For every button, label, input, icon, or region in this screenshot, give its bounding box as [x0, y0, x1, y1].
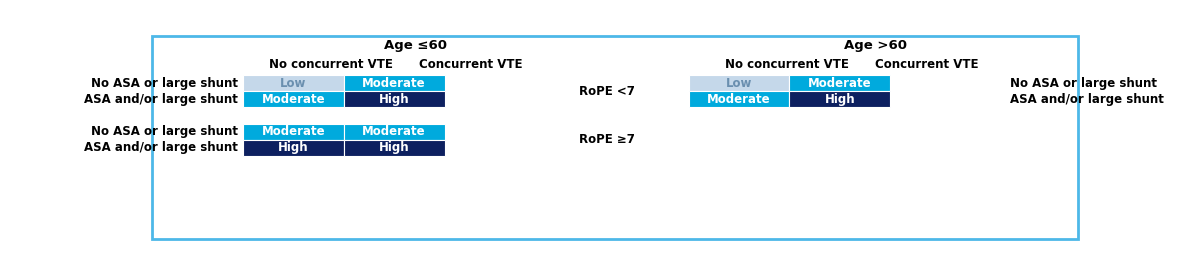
FancyBboxPatch shape — [790, 75, 890, 91]
Text: Concurrent VTE: Concurrent VTE — [419, 58, 522, 71]
Text: Moderate: Moderate — [707, 93, 770, 106]
Text: Moderate: Moderate — [262, 93, 325, 106]
Text: No ASA or large shunt: No ASA or large shunt — [91, 77, 239, 90]
Text: ASA and/or large shunt: ASA and/or large shunt — [84, 93, 239, 106]
Text: Moderate: Moderate — [362, 125, 426, 138]
Text: RoPE ≥7: RoPE ≥7 — [580, 133, 635, 146]
Text: RoPE <7: RoPE <7 — [580, 85, 635, 98]
Text: No ASA or large shunt: No ASA or large shunt — [1010, 77, 1157, 90]
Text: ASA and/or large shunt: ASA and/or large shunt — [1010, 93, 1164, 106]
Text: No concurrent VTE: No concurrent VTE — [270, 58, 394, 71]
Text: Low: Low — [280, 77, 306, 90]
FancyBboxPatch shape — [152, 36, 1078, 239]
Text: High: High — [824, 93, 856, 106]
Text: No concurrent VTE: No concurrent VTE — [725, 58, 848, 71]
FancyBboxPatch shape — [343, 124, 444, 140]
FancyBboxPatch shape — [689, 75, 790, 91]
FancyBboxPatch shape — [343, 91, 444, 108]
Text: Moderate: Moderate — [362, 77, 426, 90]
Text: High: High — [379, 93, 409, 106]
FancyBboxPatch shape — [242, 140, 343, 156]
Text: Moderate: Moderate — [808, 77, 871, 90]
FancyBboxPatch shape — [242, 75, 343, 91]
FancyBboxPatch shape — [689, 91, 790, 108]
Text: ASA and/or large shunt: ASA and/or large shunt — [84, 141, 239, 154]
Text: Concurrent VTE: Concurrent VTE — [875, 58, 978, 71]
FancyBboxPatch shape — [242, 91, 343, 108]
Text: Age >60: Age >60 — [844, 38, 907, 52]
Text: No ASA or large shunt: No ASA or large shunt — [91, 125, 239, 138]
FancyBboxPatch shape — [343, 140, 444, 156]
FancyBboxPatch shape — [790, 91, 890, 108]
Text: Low: Low — [726, 77, 752, 90]
FancyBboxPatch shape — [343, 75, 444, 91]
Text: High: High — [379, 141, 409, 154]
Text: Moderate: Moderate — [262, 125, 325, 138]
Text: High: High — [278, 141, 308, 154]
Text: Age ≤60: Age ≤60 — [384, 38, 446, 52]
FancyBboxPatch shape — [242, 124, 343, 140]
